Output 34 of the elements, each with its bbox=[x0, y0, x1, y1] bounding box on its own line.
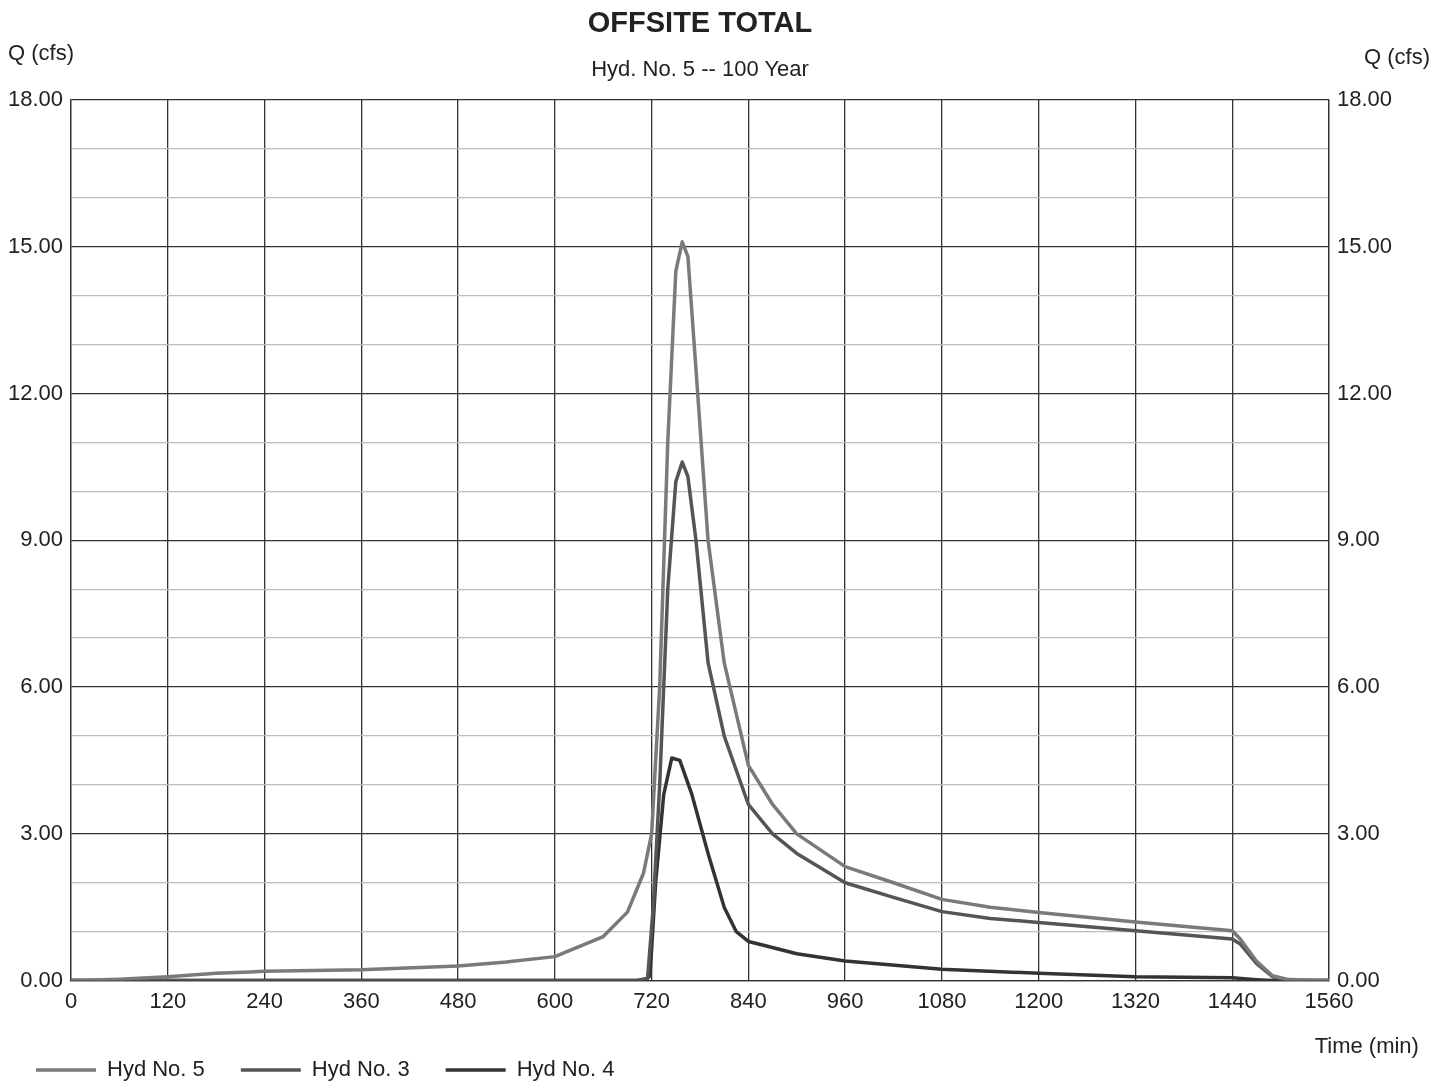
y-tick-label: 6.00 bbox=[20, 673, 64, 699]
y-tick-label: 12.00 bbox=[7, 379, 64, 405]
legend-label: Hyd No. 4 bbox=[516, 1056, 615, 1082]
x-tick-label: 480 bbox=[439, 987, 477, 1013]
x-axis-title: Time (min) bbox=[1314, 1033, 1419, 1058]
y-tick-label: 15.00 bbox=[7, 232, 64, 258]
x-tick-label: 1200 bbox=[1014, 987, 1064, 1013]
x-tick-label: 840 bbox=[730, 987, 767, 1013]
x-tick-label: 600 bbox=[536, 987, 574, 1013]
x-tick-label: 720 bbox=[633, 987, 670, 1013]
chart-title: OFFSITE TOTAL bbox=[587, 6, 813, 38]
legend-label: Hyd No. 3 bbox=[311, 1056, 410, 1082]
x-tick-label: 360 bbox=[342, 987, 380, 1013]
y-axis-title: Q (cfs) bbox=[8, 40, 74, 65]
y2-tick-label: 6.00 bbox=[1336, 673, 1380, 699]
y-tick-label: 9.00 bbox=[20, 526, 64, 552]
y2-tick-label: 3.00 bbox=[1336, 819, 1380, 845]
y2-tick-label: 9.00 bbox=[1336, 526, 1380, 552]
x-tick-label: 1320 bbox=[1110, 987, 1160, 1013]
y2-tick-label: 18.00 bbox=[1336, 86, 1393, 112]
x-tick-label: 1080 bbox=[917, 987, 967, 1013]
chart-subtitle: Hyd. No. 5 -- 100 Year bbox=[591, 56, 809, 81]
y-tick-label: 18.00 bbox=[7, 86, 64, 112]
x-tick-label: 0 bbox=[64, 987, 78, 1013]
x-tick-label: 960 bbox=[826, 987, 864, 1013]
y-tick-label: 0.00 bbox=[20, 966, 64, 992]
legend-label: Hyd No. 5 bbox=[107, 1056, 205, 1082]
y-tick-label: 3.00 bbox=[20, 819, 64, 845]
x-tick-label: 120 bbox=[149, 987, 187, 1013]
y2-tick-label: 12.00 bbox=[1336, 379, 1393, 405]
x-tick-label: 1440 bbox=[1207, 987, 1257, 1013]
y2-axis-title: Q (cfs) bbox=[1364, 44, 1430, 69]
x-tick-label: 240 bbox=[246, 987, 283, 1013]
y2-tick-label: 15.00 bbox=[1336, 232, 1393, 258]
